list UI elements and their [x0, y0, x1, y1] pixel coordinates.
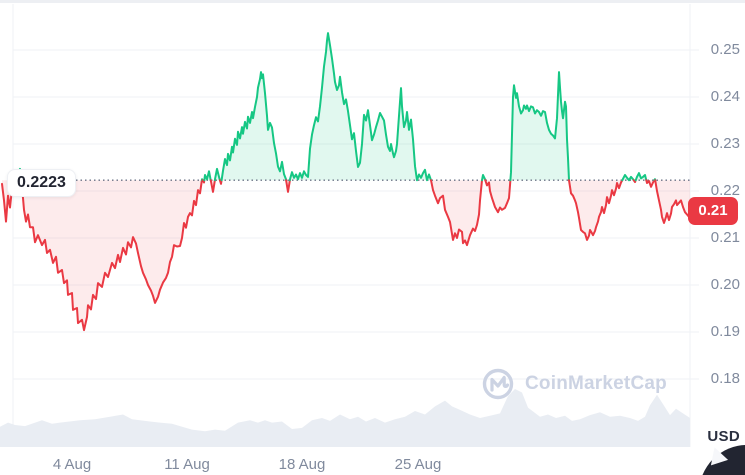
x-axis-label: 4 Aug: [52, 456, 92, 473]
top-divider: [0, 0, 745, 3]
x-axis-label: 11 Aug: [164, 456, 210, 473]
x-axis: 4 Aug 11 Aug 18 Aug 25 Aug: [0, 456, 745, 475]
baseline-price-label: 0.2223: [7, 169, 76, 197]
x-axis-label: 18 Aug: [278, 456, 326, 473]
currency-label: USD: [707, 428, 740, 445]
last-price-badge: 0.21: [688, 197, 738, 225]
x-axis-label: 25 Aug: [394, 456, 442, 473]
baseline-price-value: 0.2223: [17, 174, 66, 191]
